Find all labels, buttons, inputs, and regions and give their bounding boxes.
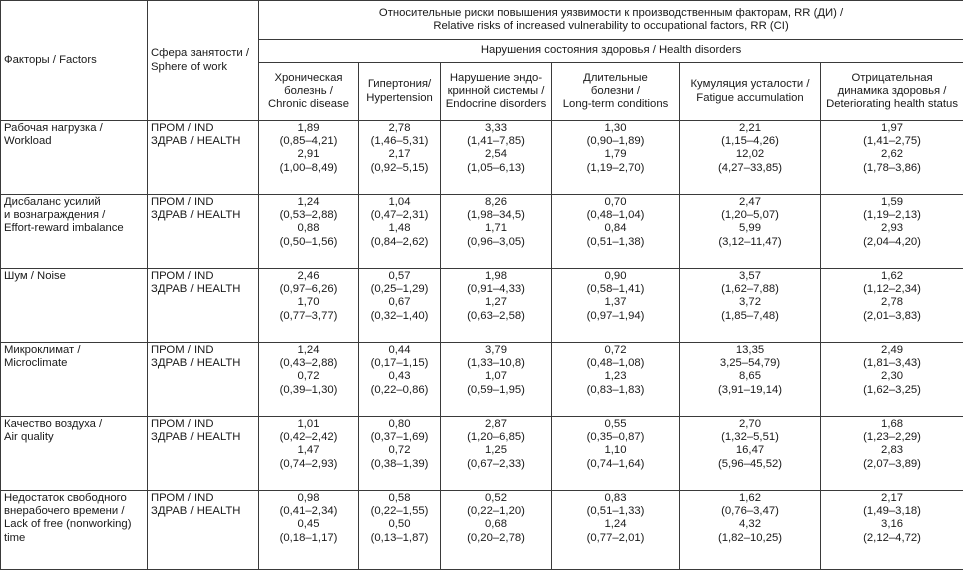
rr-cell-deteriorating-health: 2,49 (1,81–3,43) 2,30 (1,62–3,25) — [819, 342, 963, 417]
rr-cell-endocrine-disorders: 3,33 (1,41–7,85) 2,54 (1,05–6,13) — [440, 120, 552, 195]
rr-cell-fatigue-accumulation: 3,57 (1,62–7,88) 3,72 (1,85–7,48) — [679, 268, 821, 343]
factor-cell: Недостаток свободного внерабочего времени… — [0, 490, 148, 570]
sphere-cell: ПРОМ / IND ЗДРАВ / HEALTH — [147, 120, 259, 195]
sphere-cell: ПРОМ / IND ЗДРАВ / HEALTH — [147, 268, 259, 343]
column-header-long-term-conditions: Длительные болезни / Long-term conditions — [551, 62, 680, 121]
rr-cell-endocrine-disorders: 8,26 (1,98–34,5) 1,71 (0,96–3,05) — [440, 194, 552, 269]
table-title: Относительные риски повышения уязвимости… — [257, 0, 963, 40]
rr-cell-long-term-conditions: 0,90 (0,58–1,41) 1,37 (0,97–1,94) — [551, 268, 680, 343]
column-header-hypertension: Гипертония/Hypertension — [358, 62, 441, 121]
rr-cell-long-term-conditions: 1,30 (0,90–1,89) 1,79 (1,19–2,70) — [551, 120, 680, 195]
rr-cell-hypertension: 0,44 (0,17–1,15) 0,43 (0,22–0,86) — [358, 342, 441, 417]
rr-cell-chronic-disease: 1,24 (0,43–2,88) 0,72 (0,39–1,30) — [258, 342, 359, 417]
column-header-deteriorating-health: Отрицательная динамика здоровья / Deterior… — [819, 62, 963, 121]
table-row: Рабочая нагрузка / Workload ПРОМ / IND ЗДРА… — [0, 120, 963, 195]
rr-cell-fatigue-accumulation: 1,62 (0,76–3,47) 4,32 (1,82–10,25) — [679, 490, 821, 570]
rr-cell-endocrine-disorders: 3,79 (1,33–10,8) 1,07 (0,59–1,95) — [440, 342, 552, 417]
rr-cell-long-term-conditions: 0,72 (0,48–1,08) 1,23 (0,83–1,83) — [551, 342, 680, 417]
rr-cell-fatigue-accumulation: 2,47 (1,20–5,07) 5,99 (3,12–11,47) — [679, 194, 821, 269]
column-header-chronic-disease: Хроническая болезнь / Chronic disease — [258, 62, 359, 121]
table-row: Качество воздуха / Air quality ПРОМ / IND З… — [0, 416, 963, 491]
rr-cell-long-term-conditions: 0,83 (0,51–1,33) 1,24 (0,77–2,01) — [551, 490, 680, 570]
rr-cell-deteriorating-health: 1,68 (1,23–2,29) 2,83 (2,07–3,89) — [819, 416, 963, 491]
rr-cell-fatigue-accumulation: 13,35 3,25–54,79) 8,65 (3,91–19,14) — [679, 342, 821, 417]
rr-cell-deteriorating-health: 1,62 (1,12–2,34) 2,78 (2,01–3,83) — [819, 268, 963, 343]
sphere-cell: ПРОМ / IND ЗДРАВ / HEALTH — [147, 416, 259, 491]
rr-cell-fatigue-accumulation: 2,70 (1,32–5,51) 16,47 (5,96–45,52) — [679, 416, 821, 491]
rr-cell-chronic-disease: 2,46 (0,97–6,26) 1,70 (0,77–3,77) — [258, 268, 359, 343]
table-row: Недостаток свободного внерабочего времени… — [0, 490, 963, 570]
rr-cell-chronic-disease: 1,01 (0,42–2,42) 1,47 (0,74–2,93) — [258, 416, 359, 491]
table-row: Дисбаланс усилий и вознаграждения / Effort… — [0, 194, 963, 269]
factor-cell: Качество воздуха / Air quality — [0, 416, 148, 491]
rr-cell-hypertension: 0,58 (0,22–1,55) 0,50 (0,13–1,87) — [358, 490, 441, 570]
sphere-cell: ПРОМ / IND ЗДРАВ / HEALTH — [147, 342, 259, 417]
rr-cell-deteriorating-health: 1,59 (1,19–2,13) 2,93 (2,04–4,20) — [819, 194, 963, 269]
factor-cell: Шум / Noise — [0, 268, 148, 343]
table-subtitle: Нарушения состояния здоровья / Health di… — [257, 39, 963, 63]
factor-cell: Дисбаланс усилий и вознаграждения / Effort… — [0, 194, 148, 269]
sphere-header: Сфера занятости / Sphere of work — [147, 0, 259, 121]
rr-cell-long-term-conditions: 0,55 (0,35–0,87) 1,10 (0,74–1,64) — [551, 416, 680, 491]
rr-cell-chronic-disease: 1,24 (0,53–2,88) 0,88 (0,50–1,56) — [258, 194, 359, 269]
factors-header: Факторы / Factors — [0, 0, 148, 121]
rr-cell-endocrine-disorders: 2,87 (1,20–6,85) 1,25 (0,67–2,33) — [440, 416, 552, 491]
rr-cell-deteriorating-health: 1,97 (1,41–2,75) 2,62 (1,78–3,86) — [819, 120, 963, 195]
table-row: Микроклимат / Microclimate ПРОМ / IND ЗДРАВ… — [0, 342, 963, 417]
rr-cell-endocrine-disorders: 0,52 (0,22–1,20) 0,68 (0,20–2,78) — [440, 490, 552, 570]
factor-cell: Микроклимат / Microclimate — [0, 342, 148, 417]
rr-cell-chronic-disease: 0,98 (0,41–2,34) 0,45 (0,18–1,17) — [258, 490, 359, 570]
rr-cell-fatigue-accumulation: 2,21 (1,15–4,26) 12,02 (4,27–33,85) — [679, 120, 821, 195]
rr-cell-hypertension: 0,80 (0,37–1,69) 0,72 (0,38–1,39) — [358, 416, 441, 491]
column-header-endocrine-disorders: Нарушение эндо-кринной системы / Endocrin… — [440, 62, 552, 121]
rr-cell-hypertension: 1,04 (0,47–2,31) 1,48 (0,84–2,62) — [358, 194, 441, 269]
rr-cell-long-term-conditions: 0,70 (0,48–1,04) 0,84 (0,51–1,38) — [551, 194, 680, 269]
sphere-cell: ПРОМ / IND ЗДРАВ / HEALTH — [147, 194, 259, 269]
factor-cell: Рабочая нагрузка / Workload — [0, 120, 148, 195]
table-row: Шум / Noise ПРОМ / IND ЗДРАВ / HEALTH 2,46(… — [0, 268, 963, 343]
rr-cell-hypertension: 2,78 (1,46–5,31) 2,17 (0,92–5,15) — [358, 120, 441, 195]
rr-cell-chronic-disease: 1,89 (0,85–4,21) 2,91 (1,00–8,49) — [258, 120, 359, 195]
column-header-fatigue-accumulation: Кумуляция усталости / Fatigue accumulatio… — [679, 62, 821, 121]
rr-cell-deteriorating-health: 2,17 (1,49–3,18) 3,16 (2,12–4,72) — [819, 490, 963, 570]
rr-cell-hypertension: 0,57 (0,25–1,29) 0,67 (0,32–1,40) — [358, 268, 441, 343]
sphere-cell: ПРОМ / IND ЗДРАВ / HEALTH — [147, 490, 259, 570]
rr-cell-endocrine-disorders: 1,98 (0,91–4,33) 1,27 (0,63–2,58) — [440, 268, 552, 343]
